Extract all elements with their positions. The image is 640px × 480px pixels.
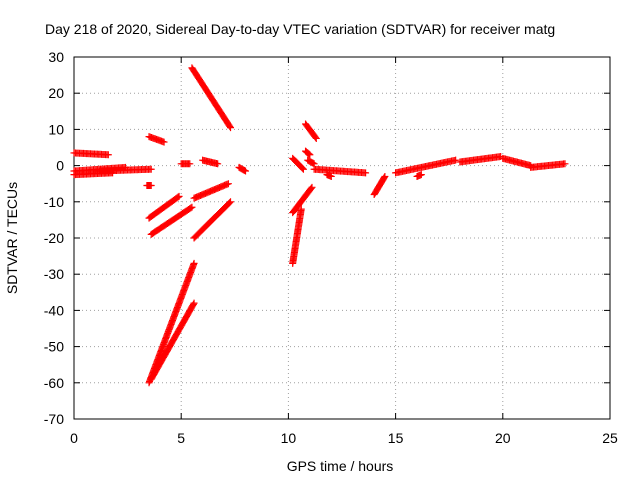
data-point [242,167,250,175]
x-tick-label: 15 [388,430,404,446]
series-arc-10 [147,299,198,383]
series-arc-13 [190,180,232,202]
y-axis-title: SDTVAR / TECUs [4,182,20,294]
data-point [452,156,460,164]
x-tick-label: 10 [281,430,297,446]
y-tick-label: -60 [44,375,64,391]
series-arc-18 [289,205,305,267]
series-arc-04 [96,165,155,175]
data-point [147,182,155,190]
series-arc-28 [456,153,505,166]
y-tick-label: -20 [44,230,64,246]
y-tick-labels: -70 -60 -50 -40 -30 -20 -10 0 10 20 30 [44,49,64,427]
data-point [190,259,198,267]
y-tick-label: -40 [44,302,64,318]
series-arc-30 [527,160,569,171]
axis-ticks [73,56,611,420]
y-tick-label: -70 [44,411,64,427]
data-point [309,159,317,167]
data-point [147,165,155,173]
series-arc-11 [177,160,194,168]
data-point [304,149,312,157]
data-point [362,169,370,177]
data-point [174,193,182,201]
series-arc-17 [289,154,307,173]
series-arc-25 [370,172,389,199]
y-tick-label: 30 [48,49,64,65]
data-points [70,64,569,387]
data-point [380,174,388,182]
data-point [190,299,198,307]
series-arc-20 [302,120,320,142]
series-arc-21 [302,147,314,159]
data-point [227,124,235,132]
series-arc-07 [145,192,183,222]
x-tick-label: 5 [177,430,185,446]
data-point [417,171,425,179]
y-tick-label: 20 [48,85,64,101]
data-point [188,203,196,211]
data-point [299,165,307,173]
data-point [226,122,234,130]
x-axis-title: GPS time / hours [287,458,394,474]
data-point [186,160,194,168]
data-point [298,164,306,172]
series-arc-05 [143,182,155,190]
grid [74,57,610,419]
data-point [311,133,319,141]
series-arc-19 [289,183,316,217]
series-arc-27 [413,171,425,180]
y-tick-label: -50 [44,339,64,355]
x-tick-labels: 0 5 10 15 20 25 [70,430,618,446]
series-arc-22 [304,156,318,168]
data-point [226,199,234,207]
series-arc-16 [235,163,250,175]
series-arc-08 [147,203,196,238]
data-point [104,151,112,159]
series-arc-06 [145,133,168,146]
data-point [214,160,222,168]
data-point [160,138,168,146]
data-point [224,180,232,188]
series-arc-15 [199,156,222,168]
series-arc-29 [499,154,535,170]
data-point [306,151,314,159]
data-point [307,184,315,192]
data-point [327,172,335,180]
data-point [312,134,320,142]
data-point [297,205,305,213]
y-tick-label: 10 [48,121,64,137]
data-point [227,198,235,206]
data-point [175,192,183,200]
data-point [305,150,313,158]
x-tick-label: 20 [495,430,511,446]
y-tick-label: -30 [44,266,64,282]
x-tick-label: 0 [70,430,78,446]
y-tick-label: 0 [56,158,64,174]
series-arc-14 [190,198,235,242]
series-arc-26 [392,156,460,177]
series-arc-01 [70,149,112,159]
data-point [308,183,316,191]
chart-title: Day 218 of 2020, Sidereal Day-to-day VTE… [45,21,555,37]
data-point [240,166,248,174]
x-tick-label: 25 [602,430,618,446]
data-point [561,160,569,168]
series-arc-23 [310,165,370,177]
series-arc-12 [188,64,235,132]
data-point [187,204,195,212]
data-point [381,172,389,180]
series-arc-24 [323,171,335,180]
y-tick-label: -10 [44,194,64,210]
data-point [189,300,197,308]
